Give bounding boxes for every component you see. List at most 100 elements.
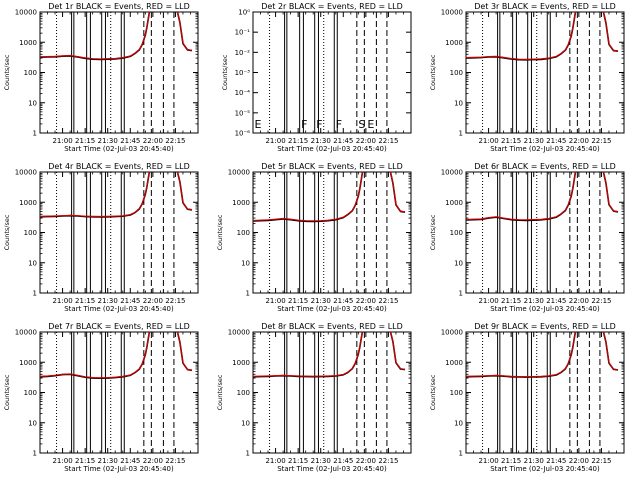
x-tick-label: 21:00 — [52, 297, 72, 305]
panel-title: Det 6r BLACK = Events, RED = LLD — [474, 162, 616, 171]
panel-title: Det 5r BLACK = Events, RED = LLD — [261, 162, 403, 171]
series-line-events — [253, 172, 406, 223]
panel-title: Det 4r BLACK = Events, RED = LLD — [48, 162, 190, 171]
flag-lines — [482, 332, 601, 453]
y-tick-label: 10⁻¹ — [235, 29, 251, 37]
series-line-lld — [253, 172, 406, 222]
series-line-lld — [40, 172, 193, 218]
x-tick-label: 21:30 — [98, 297, 118, 305]
y-tick-label: 10000 — [228, 329, 250, 337]
y-tick-label: 10000 — [441, 9, 463, 17]
series-line-events — [40, 12, 193, 61]
x-tick-label: 21:15 — [501, 137, 521, 145]
x-tick-label: 21:15 — [288, 137, 308, 145]
y-tick-label: 10000 — [228, 169, 250, 177]
x-tick-label: 22:15 — [378, 457, 398, 465]
detector-panel-8: Det 8r BLACK = Events, RED = LLD 1 10 100 10… — [216, 322, 412, 473]
series-line-lld — [466, 172, 619, 221]
x-tick-label: 21:15 — [75, 137, 95, 145]
x-tick-label: 21:15 — [288, 297, 308, 305]
flag-lines — [56, 332, 175, 453]
flag-letter: E — [367, 118, 374, 131]
y-tick-label: 10⁻² — [235, 49, 251, 57]
y-axis-label: Counts/sec — [216, 214, 224, 250]
y-axis-label: Counts/sec — [216, 374, 224, 410]
series-group — [253, 332, 406, 378]
x-tick-label: 22:00 — [356, 297, 376, 305]
series-line-lld — [466, 332, 619, 378]
x-tick-label: 21:45 — [120, 297, 140, 305]
x-tick-label: 21:45 — [120, 137, 140, 145]
y-tick-label: 10⁻⁴ — [235, 89, 251, 97]
series-line-lld — [40, 12, 193, 60]
detector-panel-6: Det 6r BLACK = Events, RED = LLD 1 10 100 10… — [429, 162, 625, 313]
y-tick-label: 10 — [454, 419, 463, 427]
series-line-lld — [40, 332, 193, 379]
series-group — [466, 172, 619, 222]
x-tick-label: 21:00 — [478, 297, 498, 305]
flag-lines — [482, 12, 601, 133]
x-axis-label: Start Time (02-Jul-03 20:45:40) — [490, 305, 600, 313]
y-tick-label: 10⁻⁶ — [235, 130, 251, 138]
x-tick-label: 22:15 — [165, 137, 185, 145]
x-tick-label: 22:00 — [143, 297, 163, 305]
series-line-events — [466, 172, 619, 222]
series-line-lld — [466, 12, 619, 61]
y-tick-label: 1 — [459, 290, 463, 298]
x-tick-label: 22:00 — [569, 457, 589, 465]
flag-letter: E — [255, 118, 262, 131]
y-tick-label: 1000 — [19, 39, 37, 47]
x-tick-label: 21:15 — [75, 457, 95, 465]
x-tick-label: 21:30 — [98, 457, 118, 465]
y-tick-label: 100 — [237, 229, 250, 237]
y-tick-label: 10⁰ — [238, 9, 250, 17]
series-group — [40, 332, 193, 380]
flag-lines — [56, 172, 175, 293]
x-tick-label: 21:15 — [501, 457, 521, 465]
flag-letter: F — [316, 118, 322, 131]
y-tick-label: 1000 — [232, 359, 250, 367]
x-tick-label: 21:45 — [546, 297, 566, 305]
y-tick-label: 100 — [237, 389, 250, 397]
y-tick-label: 1000 — [232, 199, 250, 207]
detector-panel-5: Det 5r BLACK = Events, RED = LLD 1 10 100 10… — [216, 162, 412, 313]
x-tick-label: 22:00 — [356, 457, 376, 465]
detector-panel-9: Det 9r BLACK = Events, RED = LLD 1 10 100 10… — [429, 322, 625, 473]
y-axis-label: Counts/sec — [429, 374, 437, 410]
y-tick-label: 10000 — [15, 169, 37, 177]
y-tick-label: 100 — [450, 389, 463, 397]
x-axis-label: Start Time (02-Jul-03 20:45:40) — [490, 465, 600, 473]
series-group — [40, 12, 193, 61]
x-tick-label: 21:00 — [52, 457, 72, 465]
series-line-lld — [253, 332, 406, 377]
x-tick-label: 22:15 — [165, 457, 185, 465]
y-tick-label: 100 — [450, 229, 463, 237]
y-tick-label: 10000 — [15, 9, 37, 17]
y-tick-label: 1 — [459, 130, 463, 138]
x-tick-label: 21:15 — [501, 297, 521, 305]
x-tick-label: 22:15 — [165, 297, 185, 305]
y-tick-label: 1 — [33, 130, 37, 138]
panel-title: Det 9r BLACK = Events, RED = LLD — [474, 322, 616, 331]
series-group — [466, 12, 619, 61]
x-tick-label: 21:30 — [524, 457, 544, 465]
x-axis-label: Start Time (02-Jul-03 20:45:40) — [277, 145, 387, 153]
panel-title: Det 2r BLACK = Events, RED = LLD — [261, 2, 403, 11]
x-axis-label: Start Time (02-Jul-03 20:45:40) — [64, 465, 174, 473]
x-tick-label: 21:30 — [311, 137, 331, 145]
y-tick-label: 1000 — [445, 199, 463, 207]
x-tick-label: 21:15 — [288, 457, 308, 465]
x-axis-label: Start Time (02-Jul-03 20:45:40) — [490, 145, 600, 153]
y-axis-label: Counts/sec — [221, 54, 229, 90]
panel-title: Det 1r BLACK = Events, RED = LLD — [48, 2, 190, 11]
x-tick-label: 22:15 — [591, 457, 611, 465]
y-tick-label: 10000 — [441, 169, 463, 177]
flag-lines — [269, 332, 388, 453]
x-tick-label: 21:30 — [311, 297, 331, 305]
x-tick-label: 21:45 — [333, 457, 353, 465]
series-line-events — [466, 12, 619, 61]
x-tick-label: 21:30 — [524, 297, 544, 305]
flag-lines — [482, 172, 601, 293]
x-tick-label: 22:00 — [356, 137, 376, 145]
x-tick-label: 21:45 — [120, 457, 140, 465]
